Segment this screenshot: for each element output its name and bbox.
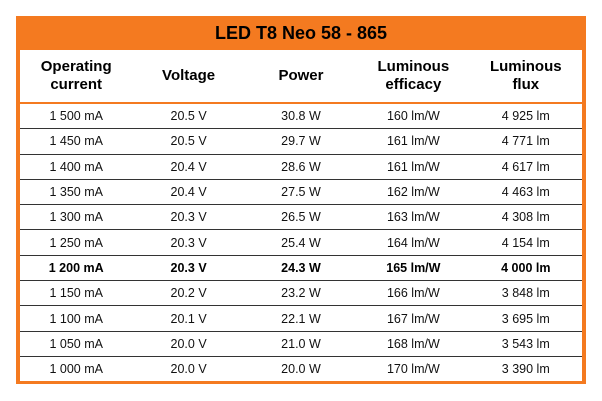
table-row: 1 050 mA 20.0 V 21.0 W 168 lm/W 3 543 lm <box>20 330 582 357</box>
table-cell: 160 lm/W <box>386 109 440 124</box>
table-cell: 20.4 V <box>132 153 245 180</box>
table-cell: 20.4 V <box>132 178 245 205</box>
table-cell: 23.2 W <box>244 280 358 306</box>
table-frame: LED T8 Neo 58 - 865 Operating current Vol… <box>16 16 586 384</box>
column-header: Voltage <box>132 50 245 104</box>
column-header-text: Luminous flux <box>489 58 562 93</box>
table-row: 1 250 mA 20.3 V 25.4 W 164 lm/W 4 154 lm <box>20 229 582 256</box>
table-cell: 30.8 W <box>281 109 321 124</box>
table-cell: 167 lm/W <box>357 305 470 332</box>
table-cell: 20.3 V <box>132 204 245 230</box>
table-cell: 1 250 mA <box>20 229 133 256</box>
table-row: 1 500 mA 20.5 V 30.8 W 160 lm/W 4 925 lm <box>20 103 582 129</box>
table-cell: 3 390 lm <box>469 355 582 382</box>
table-row: 1 450 mA 20.5 V 29.7 W 161 lm/W 4 771 lm <box>20 128 582 155</box>
table-cell: 20.3 V <box>132 229 245 256</box>
table-cell: 164 lm/W <box>357 229 470 256</box>
column-header: Luminous flux <box>469 50 582 104</box>
table-cell: 4 771 lm <box>469 128 582 155</box>
table-row: 1 300 mA 20.3 V 26.5 W 163 lm/W 4 308 lm <box>20 204 582 230</box>
table-cell: 20.0 W <box>244 355 358 382</box>
table-cell: 20.2 V <box>132 280 245 306</box>
table-cell: 3 543 lm <box>469 330 582 357</box>
table-cell: 163 lm/W <box>357 204 470 230</box>
table-cell: 28.6 W <box>244 153 358 180</box>
table-cell: 3 695 lm <box>469 305 582 332</box>
table-cell: 26.5 W <box>244 204 358 230</box>
table-cell: 1 200 mA <box>20 254 133 281</box>
table-cell: 20.0 V <box>132 330 245 357</box>
table-cell: 170 lm/W <box>357 355 470 382</box>
table-cell: 161 lm/W <box>357 128 470 155</box>
table-cell: 22.1 W <box>244 305 358 332</box>
table-cell: 1 400 mA <box>20 153 133 180</box>
table-row: 1 150 mA 20.2 V 23.2 W 166 lm/W 3 848 lm <box>20 280 582 306</box>
column-header-text: Power <box>278 67 324 84</box>
table-cell: 1 000 mA <box>20 355 133 382</box>
table-cell: 20.3 V <box>132 254 245 281</box>
table-cell: 25.4 W <box>244 229 358 256</box>
table-cell: 4 154 lm <box>469 229 582 256</box>
table-cell: 4 463 lm <box>469 178 582 205</box>
column-header: Luminous efficacy <box>357 50 470 104</box>
table-row: 1 400 mA 20.4 V 28.6 W 161 lm/W 4 617 lm <box>20 153 582 180</box>
table-row: 1 100 mA 20.1 V 22.1 W 167 lm/W 3 695 lm <box>20 305 582 332</box>
table-cell: 4 617 lm <box>469 153 582 180</box>
table-cell: 1 500 mA <box>49 109 103 124</box>
table-cell: 4 925 lm <box>501 109 550 124</box>
table-cell: 21.0 W <box>244 330 358 357</box>
table-cell: 168 lm/W <box>357 330 470 357</box>
table-cell: 1 450 mA <box>20 128 133 155</box>
table-cell: 20.0 V <box>132 355 245 382</box>
column-header: Operating current <box>20 50 133 104</box>
table-cell: 1 100 mA <box>20 305 133 332</box>
table-cell: 1 300 mA <box>20 204 133 230</box>
table-head: Operating current Voltage Power Luminous ef… <box>20 50 582 104</box>
table-body: 1 500 mA 20.5 V 30.8 W 160 lm/W 4 925 lm 1 45… <box>20 103 582 382</box>
header-row: Operating current Voltage Power Luminous ef… <box>20 50 582 104</box>
table-title: LED T8 Neo 58 - 865 <box>214 23 388 43</box>
table-cell: 20.5 V <box>132 128 245 155</box>
table-cell: 3 848 lm <box>469 280 582 306</box>
table-row: 1 000 mA 20.0 V 20.0 W 170 lm/W 3 390 lm <box>20 355 582 382</box>
table-cell: 1 050 mA <box>20 330 133 357</box>
table-cell: 165 lm/W <box>357 254 470 281</box>
column-header: Power <box>244 50 358 104</box>
table-cell: 162 lm/W <box>357 178 470 205</box>
table-cell: 29.7 W <box>244 128 358 155</box>
table-cell: 161 lm/W <box>357 153 470 180</box>
table-cell: 24.3 W <box>244 254 358 281</box>
column-header-text: Operating current <box>40 58 112 93</box>
column-header-text: Luminous efficacy <box>377 58 450 93</box>
table-cell: 4 308 lm <box>469 204 582 230</box>
column-header-text: Voltage <box>162 67 216 84</box>
table-cell: 166 lm/W <box>357 280 470 306</box>
table-row: 1 350 mA 20.4 V 27.5 W 162 lm/W 4 463 lm <box>20 178 582 205</box>
table-cell: 1 350 mA <box>20 178 133 205</box>
data-table: Operating current Voltage Power Luminous ef… <box>20 50 582 382</box>
table-cell: 20.1 V <box>132 305 245 332</box>
table-cell: 27.5 W <box>244 178 358 205</box>
table-cell: 4 000 lm <box>469 254 582 281</box>
table-cell: 1 150 mA <box>20 280 133 306</box>
table-cell: 20.5 V <box>170 109 207 124</box>
table-row: 1 200 mA 20.3 V 24.3 W 165 lm/W 4 000 lm <box>20 254 582 281</box>
